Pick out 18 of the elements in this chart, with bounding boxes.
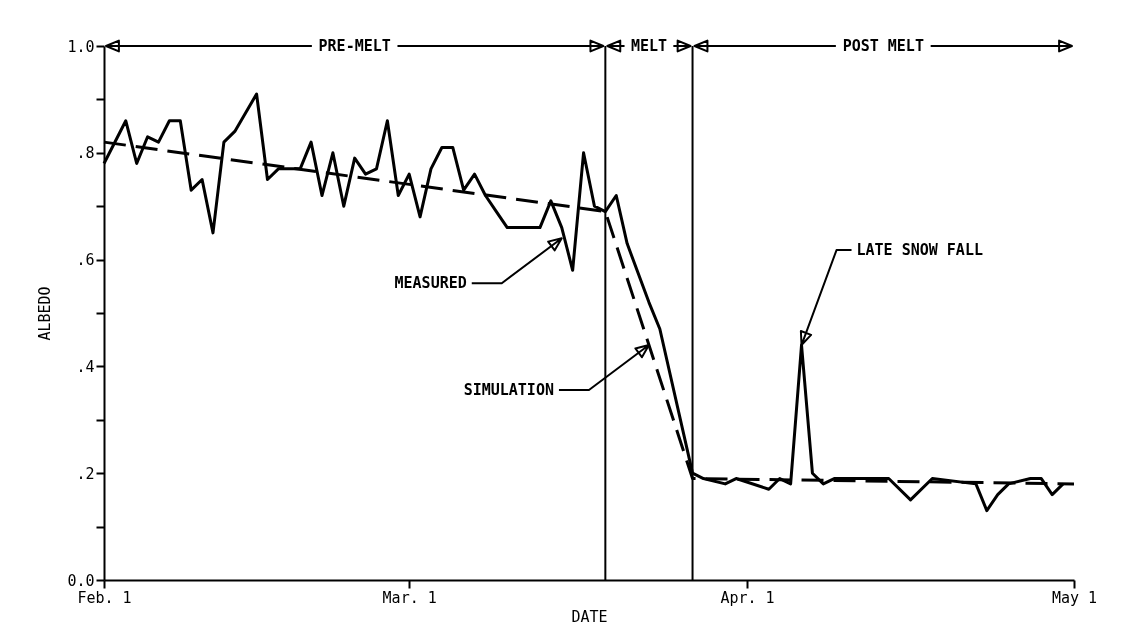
- y-tick-label: .6: [76, 251, 95, 270]
- x-tick-label: Feb. 1: [77, 588, 132, 607]
- x-tick-label: Mar. 1: [382, 588, 437, 607]
- annotation: PRE-MELT: [318, 37, 391, 55]
- annotation: MELT: [630, 37, 668, 55]
- x-tick-label: Apr. 1: [720, 588, 775, 607]
- annotation: LATE SNOW FALL: [856, 241, 983, 260]
- y-tick-label: .2: [76, 464, 95, 483]
- annotation: POST MELT: [842, 37, 924, 55]
- annotation: MEASURED: [394, 274, 467, 293]
- y-tick-label: .8: [76, 144, 95, 163]
- y-tick-label: 0.0: [67, 571, 95, 590]
- y-tick-label: .4: [76, 357, 95, 376]
- y-tick-label: 1.0: [67, 37, 95, 56]
- x-tick-label: May 1: [1051, 588, 1098, 607]
- y-axis-title: ALBEDO: [36, 286, 55, 341]
- x-axis-title: DATE: [571, 607, 608, 626]
- annotation: SIMULATION: [463, 381, 554, 400]
